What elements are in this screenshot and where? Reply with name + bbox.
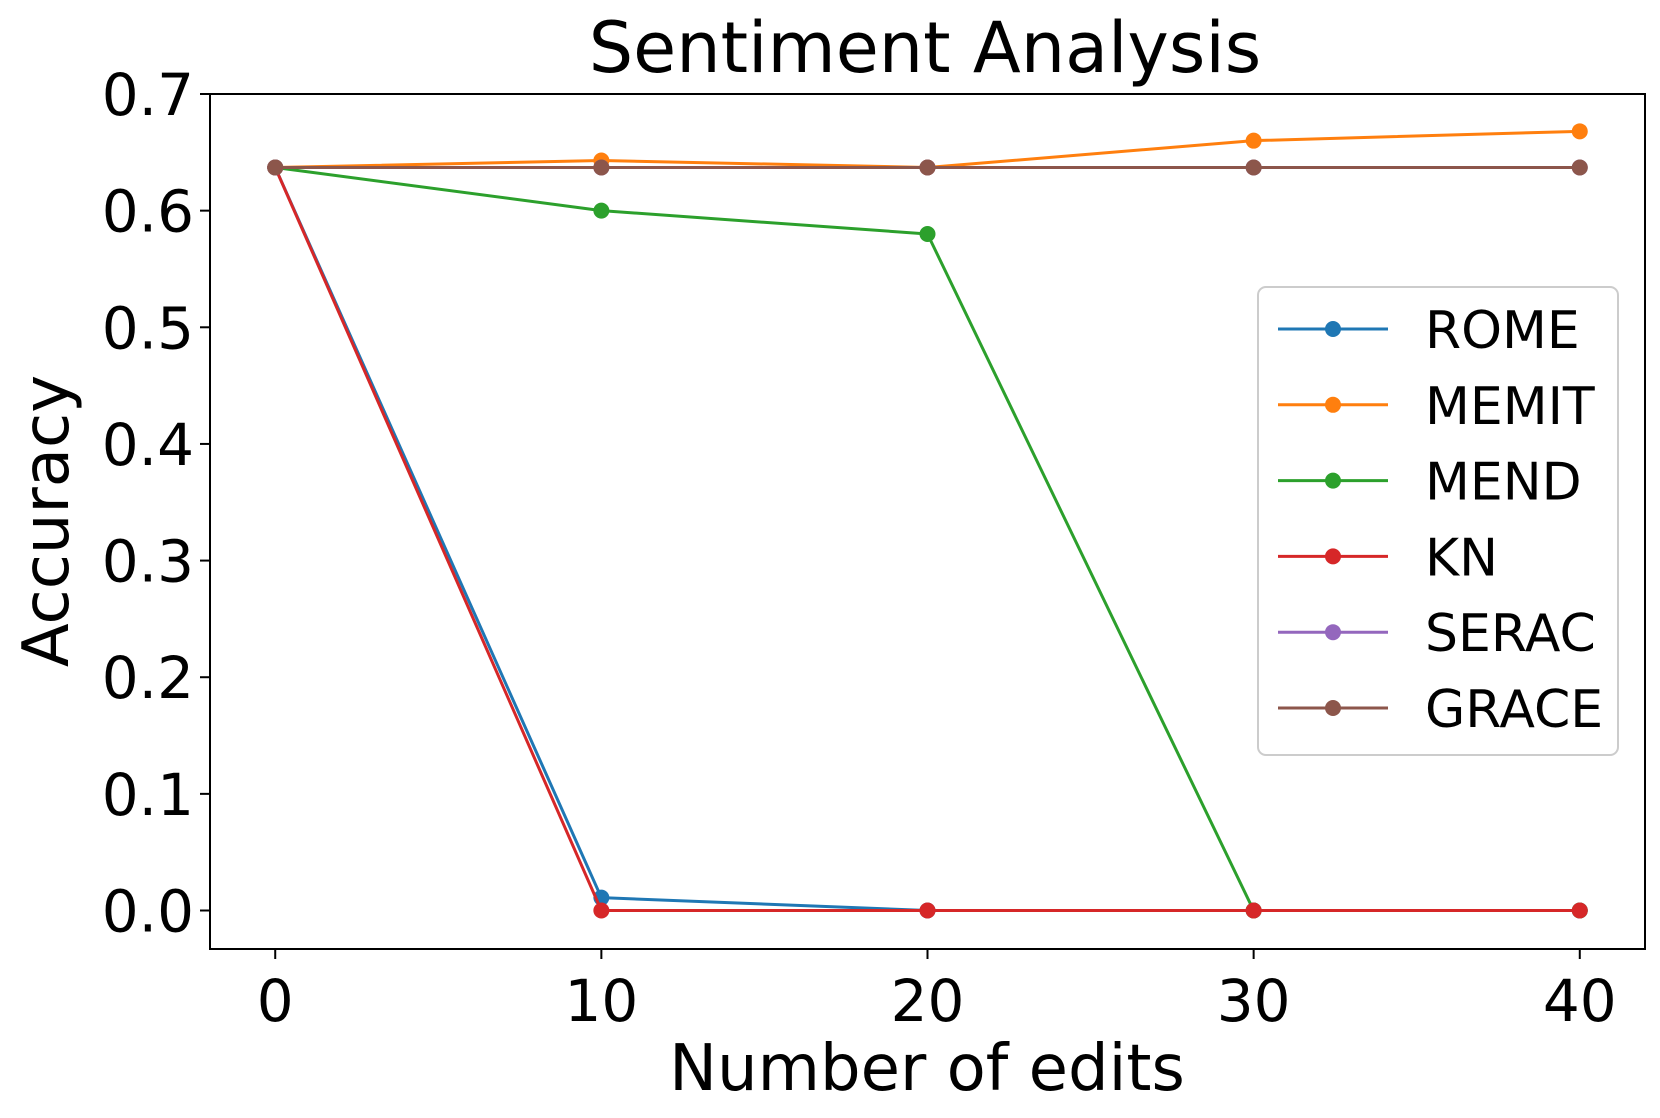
data-point xyxy=(919,159,936,176)
series-grace xyxy=(267,159,1588,176)
legend-item-kn: KN xyxy=(1278,528,1498,588)
data-point xyxy=(1245,902,1262,919)
data-point xyxy=(593,159,610,176)
legend-swatch-marker xyxy=(1325,472,1341,489)
x-tick-label: 0 xyxy=(257,967,294,1035)
legend-label: GRACE xyxy=(1425,680,1603,740)
data-point xyxy=(267,159,284,176)
chart-title: Sentiment Analysis xyxy=(589,7,1262,89)
data-point xyxy=(1245,159,1262,176)
legend-item-rome: ROME xyxy=(1278,301,1580,361)
legend: ROME MEMIT MEND KN SERAC GRACE xyxy=(1257,286,1619,756)
legend-swatch-marker xyxy=(1325,321,1341,337)
y-axis: 0.0 0.1 0.2 0.3 0.4 0.5 0.6 0.7 xyxy=(102,61,210,946)
data-point xyxy=(593,202,610,219)
data-point xyxy=(1571,902,1588,919)
x-axis-label: Number of edits xyxy=(669,1032,1185,1106)
legend-item-memit: MEMIT xyxy=(1278,377,1595,437)
legend-item-grace: GRACE xyxy=(1278,680,1603,740)
x-tick-label: 30 xyxy=(1217,967,1291,1035)
data-point xyxy=(1571,123,1588,140)
legend-swatch-marker xyxy=(1325,700,1341,716)
data-point xyxy=(919,225,936,242)
legend-label: MEND xyxy=(1425,453,1582,513)
y-tick-label: 0.0 xyxy=(102,878,194,946)
legend-swatch-marker xyxy=(1325,624,1341,641)
data-point xyxy=(593,902,610,919)
legend-label: ROME xyxy=(1425,301,1580,361)
y-tick-label: 0.5 xyxy=(102,294,194,362)
x-tick-label: 10 xyxy=(564,967,638,1035)
legend-label: KN xyxy=(1425,528,1498,588)
y-tick-label: 0.4 xyxy=(102,411,194,479)
x-tick-label: 20 xyxy=(891,967,965,1035)
x-axis: 0 10 20 30 40 xyxy=(257,949,1617,1035)
legend-label: MEMIT xyxy=(1425,377,1595,437)
y-tick-label: 0.1 xyxy=(102,761,194,829)
legend-label: SERAC xyxy=(1425,604,1596,664)
legend-swatch-marker xyxy=(1325,396,1341,413)
legend-item-mend: MEND xyxy=(1278,453,1582,513)
legend-item-serac: SERAC xyxy=(1278,604,1596,664)
legend-swatch-marker xyxy=(1325,548,1341,565)
y-axis-label: Accuracy xyxy=(10,375,84,667)
y-tick-label: 0.3 xyxy=(102,528,194,596)
y-tick-label: 0.2 xyxy=(102,644,194,712)
data-point xyxy=(1245,132,1262,149)
y-tick-label: 0.6 xyxy=(102,178,194,246)
data-point xyxy=(1571,159,1588,176)
data-point xyxy=(919,902,936,919)
x-tick-label: 40 xyxy=(1543,967,1617,1035)
y-tick-label: 0.7 xyxy=(102,61,194,129)
series-layer xyxy=(267,123,1588,919)
